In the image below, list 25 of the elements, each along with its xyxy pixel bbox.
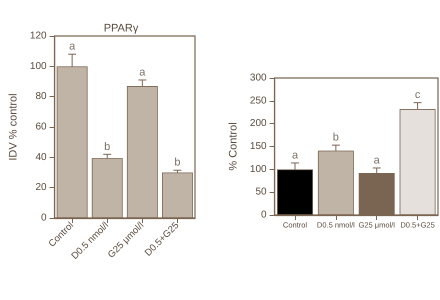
y-tick-label: 0 xyxy=(41,212,48,224)
y-tick-label: 60 xyxy=(35,122,48,132)
y-tick-label: 50 xyxy=(255,186,268,198)
y-axis-title: % Control xyxy=(228,122,240,171)
y-tick-label: 150 xyxy=(250,141,268,152)
y-tick-label: 100 xyxy=(30,60,48,72)
y-tick-label: 20 xyxy=(35,182,48,194)
y-tick-label: 300 xyxy=(250,72,268,84)
y-tick-label: 250 xyxy=(250,95,268,106)
annotation: b xyxy=(104,140,110,153)
annotation: a xyxy=(139,66,146,78)
annotation: a xyxy=(69,40,76,53)
y-tick-label: 200 xyxy=(250,118,268,130)
y-tick-label: 40 xyxy=(35,152,48,163)
chart-title: PPARγ xyxy=(104,22,139,34)
annotation: a xyxy=(374,154,381,166)
y-tick-label: 0 xyxy=(261,210,268,220)
annotation: a xyxy=(292,149,299,162)
annotation: b xyxy=(174,156,181,169)
y-tick-label: 120 xyxy=(30,30,48,42)
y-tick-label: 100 xyxy=(250,164,268,175)
annotation: b xyxy=(332,132,339,144)
y-axis-title: IDV % control xyxy=(8,93,20,161)
y-tick-label: 80 xyxy=(35,91,48,102)
annotation: c xyxy=(414,89,421,102)
